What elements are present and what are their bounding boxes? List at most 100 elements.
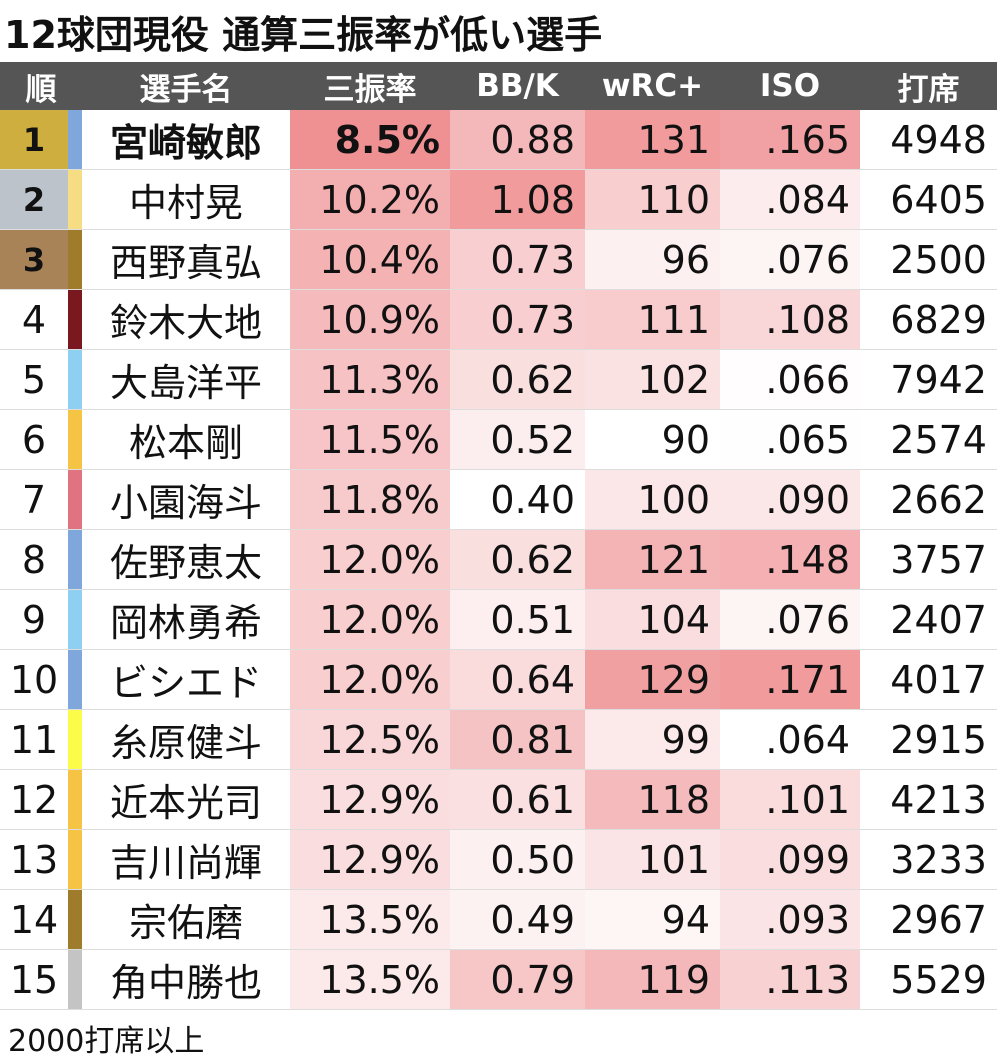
stat-cell: 11.5% <box>290 410 450 469</box>
stat-cell: 13.5% <box>290 890 450 949</box>
rank-cell: 14 <box>9 897 59 942</box>
team-color-bar <box>68 410 82 469</box>
rank-cell: 9 <box>21 597 47 642</box>
player-name: 角中勝也 <box>109 961 262 1005</box>
stat-cell: 12.0% <box>290 530 450 589</box>
player-name: 鈴木大地 <box>109 301 262 345</box>
rank-cell: 2 <box>0 170 68 229</box>
table-row: 15 角中勝也 13.5% 0.79 119.113 5529 <box>0 950 997 1010</box>
stat-cell: 119 <box>585 950 720 1009</box>
team-color-bar <box>68 110 82 169</box>
rank-cell: 3 <box>0 230 68 289</box>
stat-cell: .084 <box>720 170 860 229</box>
player-name: 小園海斗 <box>109 481 262 525</box>
header-cell: BB/K <box>476 68 559 104</box>
rank-cell: 13 <box>9 837 59 882</box>
table-row: 12 近本光司 12.9% 0.61 118.101 4213 <box>0 770 997 830</box>
title: 12球団現役 通算三振率が低い選手 <box>4 13 603 57</box>
table-row: 1 宮崎敏郎 8.5% 0.88 131.165 4948 <box>0 110 997 170</box>
stat-cell: 2500 <box>890 237 987 282</box>
team-color-bar <box>68 470 82 529</box>
stat-cell: 104 <box>585 590 720 649</box>
stat-cell: 10.9% <box>290 290 450 349</box>
stat-cell: 0.64 <box>450 650 585 709</box>
stat-cell: 11.8% <box>290 470 450 529</box>
header-cell: 打席 <box>897 71 960 108</box>
table-row: 9 岡林勇希 12.0% 0.51 104.076 2407 <box>0 590 997 650</box>
stat-cell: 0.61 <box>450 770 585 829</box>
team-color-bar <box>68 710 82 769</box>
stat-cell: 2407 <box>890 597 987 642</box>
stat-cell: 5529 <box>890 957 987 1002</box>
stat-cell: .090 <box>720 470 860 529</box>
stat-cell: 0.62 <box>450 530 585 589</box>
table-row: 7 小園海斗 11.8% 0.40 100.090 2662 <box>0 470 997 530</box>
table-row: 13 吉川尚輝 12.9% 0.50 101.099 3233 <box>0 830 997 890</box>
stat-cell: 3233 <box>890 837 987 882</box>
stat-cell: 101 <box>585 830 720 889</box>
player-name: 松本剛 <box>128 421 243 465</box>
team-color-bar <box>68 830 82 889</box>
stat-cell: 102 <box>585 350 720 409</box>
player-name: 中村晃 <box>128 181 243 225</box>
stat-cell: 2915 <box>890 717 987 762</box>
stat-cell: 0.52 <box>450 410 585 469</box>
table-row: 10 ビシエド 12.0% 0.64 129.171 4017 <box>0 650 997 710</box>
stat-cell: 0.81 <box>450 710 585 769</box>
rank-cell: 5 <box>21 357 47 402</box>
table-row: 5 大島洋平 11.3% 0.62 102.066 7942 <box>0 350 997 410</box>
stat-cell: 6829 <box>890 297 987 342</box>
stat-cell: 12.5% <box>290 710 450 769</box>
player-name: ビシエド <box>109 661 262 705</box>
stat-cell: 100 <box>585 470 720 529</box>
player-name: 宮崎敏郎 <box>109 121 262 165</box>
stat-cell: .076 <box>720 590 860 649</box>
stat-cell: 131 <box>585 110 720 169</box>
table-row: 4 鈴木大地 10.9% 0.73 111.108 6829 <box>0 290 997 350</box>
stat-cell: .076 <box>720 230 860 289</box>
header-row: 順 選手名 三振率 BB/K wRC+ ISO 打席 <box>0 62 997 110</box>
stat-cell: 4948 <box>890 117 987 162</box>
stat-cell: .113 <box>720 950 860 1009</box>
stat-cell: 4213 <box>890 777 987 822</box>
stat-cell: 2967 <box>890 897 987 942</box>
header-cell: ISO <box>759 68 821 104</box>
stat-cell: .066 <box>720 350 860 409</box>
stat-cell: 99 <box>585 710 720 769</box>
footnote: 2000打席以上 <box>8 1024 205 1059</box>
stat-cell: 0.49 <box>450 890 585 949</box>
rank-cell: 7 <box>21 477 47 522</box>
table-row: 14 宗佑磨 13.5% 0.49 94.093 2967 <box>0 890 997 950</box>
stat-cell: 10.4% <box>290 230 450 289</box>
rank-cell: 12 <box>9 777 59 822</box>
header-cell: wRC+ <box>601 68 704 104</box>
stat-cell: .108 <box>720 290 860 349</box>
rank-cell: 15 <box>9 957 59 1002</box>
stat-cell: 118 <box>585 770 720 829</box>
header-cell: 選手名 <box>139 71 233 108</box>
team-color-bar <box>68 890 82 949</box>
stat-cell: 10.2% <box>290 170 450 229</box>
stat-cell: .099 <box>720 830 860 889</box>
stat-cell: 0.73 <box>450 290 585 349</box>
team-color-bar <box>68 650 82 709</box>
team-color-bar <box>68 770 82 829</box>
stat-cell: .064 <box>720 710 860 769</box>
team-color-bar <box>68 590 82 649</box>
player-name: 岡林勇希 <box>109 601 262 645</box>
stat-cell: 0.62 <box>450 350 585 409</box>
team-color-bar <box>68 350 82 409</box>
stat-cell: 110 <box>585 170 720 229</box>
stat-cell: 12.9% <box>290 830 450 889</box>
header-cell: 三振率 <box>323 71 417 108</box>
team-color-bar <box>68 530 82 589</box>
stat-cell: 0.51 <box>450 590 585 649</box>
stat-cell: 90 <box>585 410 720 469</box>
header-cell: 順 <box>25 71 57 108</box>
team-color-bar <box>68 290 82 349</box>
stat-cell: 12.0% <box>290 650 450 709</box>
stat-cell: 3757 <box>890 537 987 582</box>
table-row: 6 松本剛 11.5% 0.52 90.065 2574 <box>0 410 997 470</box>
rank-cell: 1 <box>0 110 68 169</box>
